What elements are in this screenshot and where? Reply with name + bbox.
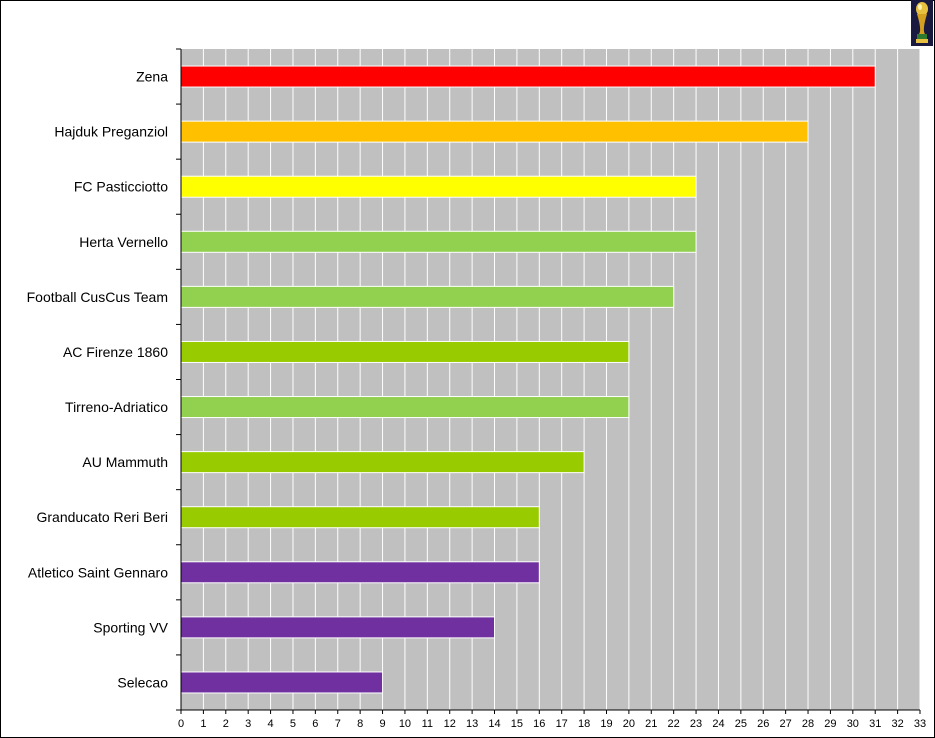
x-tick-label: 16 xyxy=(533,718,545,730)
bar xyxy=(180,175,697,198)
bar xyxy=(180,65,876,88)
trophy-icon xyxy=(911,0,933,46)
x-tick-label: 31 xyxy=(869,718,881,730)
x-tick-label: 24 xyxy=(712,718,724,730)
category-label: FC Pasticciotto xyxy=(74,179,168,195)
x-tick-label: 12 xyxy=(444,718,456,730)
category-label: Hajduk Preganziol xyxy=(54,124,168,140)
category-label: AC Firenze 1860 xyxy=(63,344,168,360)
x-tick-label: 9 xyxy=(379,718,385,730)
axes xyxy=(176,48,921,714)
plot-background xyxy=(181,49,920,710)
bar xyxy=(180,561,540,584)
x-tick-label: 23 xyxy=(690,718,702,730)
x-tick-label: 19 xyxy=(600,718,612,730)
bars xyxy=(180,65,876,694)
x-tick-label: 11 xyxy=(422,718,433,730)
x-tick-label: 22 xyxy=(668,718,680,730)
bar xyxy=(180,616,496,639)
x-tick-label: 26 xyxy=(757,718,769,730)
bar xyxy=(180,340,630,363)
category-label: Granducato Reri Beri xyxy=(36,509,168,525)
category-labels: Zena Hajduk Preganziol FC Pasticciotto Hert… xyxy=(27,69,169,691)
x-tick-label: 27 xyxy=(780,718,792,730)
category-label: Atletico Saint Gennaro xyxy=(28,564,168,580)
category-label: Selecao xyxy=(117,674,168,690)
bar xyxy=(180,120,809,143)
x-tick-label: 30 xyxy=(847,718,859,730)
category-label: Football CusCus Team xyxy=(27,289,168,305)
bar xyxy=(180,671,384,694)
x-tick-label: 17 xyxy=(556,718,568,730)
x-tick-label: 6 xyxy=(312,718,318,730)
x-tick-label: 29 xyxy=(824,718,836,730)
bar xyxy=(180,506,540,529)
x-tick-label: 3 xyxy=(245,718,251,730)
x-tick-label: 21 xyxy=(645,718,657,730)
bar xyxy=(180,396,630,419)
tick-labels: 0 1 2 3 4 5 6 7 8 9 10 11 12 13 14 15 16 17 18 19 20 21 22 23 24… xyxy=(178,718,926,730)
plot-area xyxy=(181,49,920,710)
bar xyxy=(180,230,697,253)
x-tick-label: 28 xyxy=(802,718,814,730)
category-label: Sporting VV xyxy=(93,619,168,635)
x-tick-label: 2 xyxy=(223,718,229,730)
x-tick-label: 8 xyxy=(357,718,363,730)
x-tick-label: 13 xyxy=(466,718,478,730)
grid-lines xyxy=(202,49,921,710)
bar xyxy=(180,451,585,474)
x-tick-label: 1 xyxy=(200,718,206,730)
x-tick-label: 32 xyxy=(891,718,903,730)
x-tick-label: 10 xyxy=(399,718,411,730)
x-tick-label: 4 xyxy=(268,718,274,730)
x-tick-label: 20 xyxy=(623,718,635,730)
x-tick-label: 18 xyxy=(578,718,590,730)
x-tick-label: 25 xyxy=(735,718,747,730)
x-tick-label: 33 xyxy=(914,718,926,730)
x-tick-label: 0 xyxy=(178,718,184,730)
x-tick-label: 15 xyxy=(511,718,523,730)
bar xyxy=(180,285,675,308)
category-label: AU Mammuth xyxy=(82,454,168,470)
x-tick-label: 7 xyxy=(335,718,341,730)
category-label: Herta Vernello xyxy=(79,234,168,250)
x-tick-label: 5 xyxy=(290,718,296,730)
category-label: Tirreno-Adriatico xyxy=(65,399,168,415)
x-tick-label: 14 xyxy=(488,718,500,730)
category-label: Zena xyxy=(136,69,168,85)
